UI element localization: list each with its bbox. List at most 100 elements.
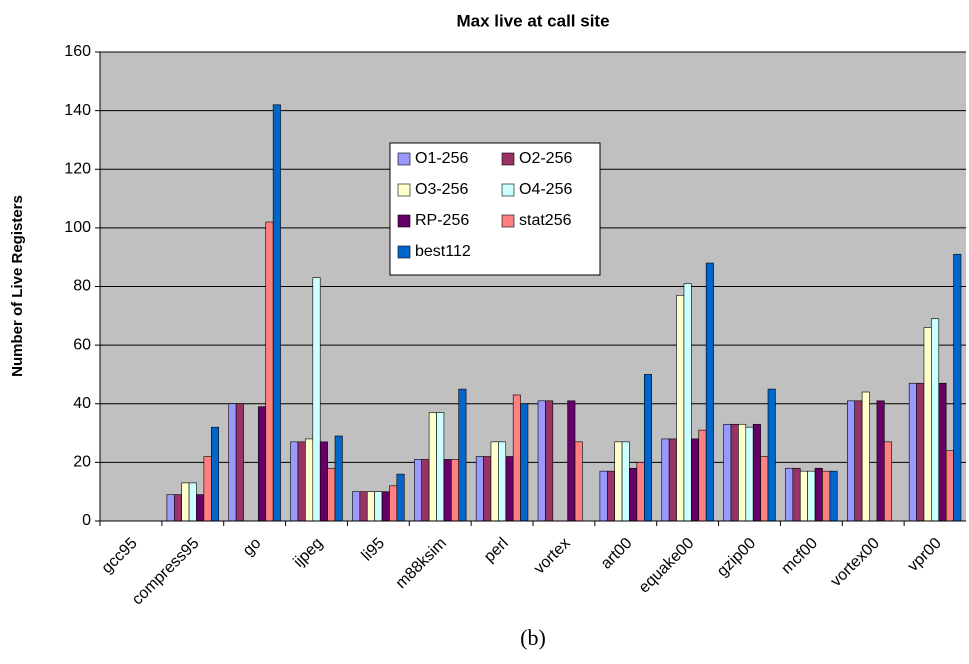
- bar: [931, 318, 940, 522]
- bar: [305, 438, 314, 522]
- bar: [691, 438, 700, 522]
- y-tick-label: 140: [64, 102, 91, 119]
- legend-label: O4-256: [519, 181, 572, 198]
- bar: [614, 441, 623, 522]
- bar: [767, 388, 776, 522]
- bar: [359, 491, 368, 522]
- x-tick-label: li95: [359, 535, 389, 565]
- legend-box: [389, 142, 601, 276]
- bar: [908, 382, 917, 522]
- bar: [822, 470, 831, 522]
- legend-label: RP-256: [415, 212, 469, 229]
- legend-label: O1-256: [415, 150, 468, 167]
- bar: [389, 485, 398, 522]
- bar: [814, 467, 823, 522]
- bar: [537, 400, 546, 522]
- bar: [228, 403, 237, 522]
- x-tick-label: perl: [481, 535, 512, 566]
- bar: [381, 491, 390, 522]
- x-tick-label: compress95: [129, 535, 203, 609]
- bar: [829, 470, 838, 522]
- bar: [629, 467, 638, 522]
- bar: [334, 435, 343, 522]
- bar: [745, 426, 754, 522]
- bar: [730, 423, 739, 522]
- bar: [443, 459, 452, 522]
- bar: [876, 400, 885, 522]
- bar: [567, 400, 576, 522]
- bar: [196, 494, 205, 522]
- bar: [181, 482, 190, 522]
- bar: [290, 441, 299, 522]
- bar: [938, 382, 947, 522]
- chart-title: Max live at call site: [456, 11, 609, 30]
- y-tick-label: 0: [82, 512, 91, 529]
- bar: [545, 400, 554, 522]
- bar: [799, 470, 808, 522]
- x-tick-label: gcc95: [99, 535, 141, 577]
- bar: [414, 459, 423, 522]
- bar: [203, 456, 212, 522]
- bar: [498, 441, 507, 522]
- y-tick-label: 40: [73, 395, 91, 412]
- bar: [483, 456, 492, 522]
- caption: (b): [520, 625, 546, 650]
- bar: [861, 391, 870, 522]
- bar: [319, 441, 328, 522]
- bar: [312, 277, 321, 522]
- bar: [428, 412, 437, 522]
- x-tick-label: ijpeg: [290, 535, 326, 571]
- legend-label: O3-256: [415, 181, 468, 198]
- bar: [847, 400, 856, 522]
- bar: [421, 459, 430, 522]
- legend-label: stat256: [519, 212, 572, 229]
- legend-label: O2-256: [519, 150, 572, 167]
- y-tick-label: 60: [73, 336, 91, 353]
- bar: [676, 294, 685, 522]
- bar: [366, 491, 375, 522]
- bar: [297, 441, 306, 522]
- bar: [945, 450, 954, 522]
- legend-swatch: [397, 214, 411, 228]
- legend-label: best112: [415, 243, 471, 260]
- y-tick-label: 80: [73, 278, 91, 295]
- bar: [807, 470, 816, 522]
- bar: [760, 456, 769, 522]
- x-tick-label: vpr00: [905, 535, 945, 575]
- bar: [458, 388, 467, 522]
- y-tick-label: 100: [64, 219, 91, 236]
- y-axis-label: Number of Live Registers: [9, 195, 26, 377]
- bar: [683, 283, 692, 522]
- bar: [490, 441, 499, 522]
- bar: [188, 482, 197, 522]
- legend-swatch: [501, 152, 515, 166]
- legend-swatch: [501, 214, 515, 228]
- bar: [272, 104, 281, 522]
- bar: [505, 456, 514, 522]
- bar: [265, 221, 274, 522]
- bar: [643, 374, 652, 522]
- bar: [235, 403, 244, 522]
- legend-swatch: [397, 245, 411, 259]
- x-tick-label: m88ksim: [393, 535, 450, 592]
- bar: [705, 262, 714, 522]
- legend-swatch: [397, 183, 411, 197]
- bar: [854, 400, 863, 522]
- bar: [173, 494, 182, 522]
- bar: [352, 491, 361, 522]
- bar: [258, 406, 267, 522]
- bar: [475, 456, 484, 522]
- bar: [374, 491, 383, 522]
- bar: [210, 426, 219, 522]
- legend-swatch: [501, 183, 515, 197]
- x-tick-label: art00: [598, 535, 636, 573]
- bar: [668, 438, 677, 522]
- bar: [451, 459, 460, 522]
- bar: [599, 470, 608, 522]
- y-tick-label: 160: [64, 43, 91, 60]
- bar: [916, 382, 925, 522]
- bar: [661, 438, 670, 522]
- bar: [698, 429, 707, 522]
- bar: [621, 441, 630, 522]
